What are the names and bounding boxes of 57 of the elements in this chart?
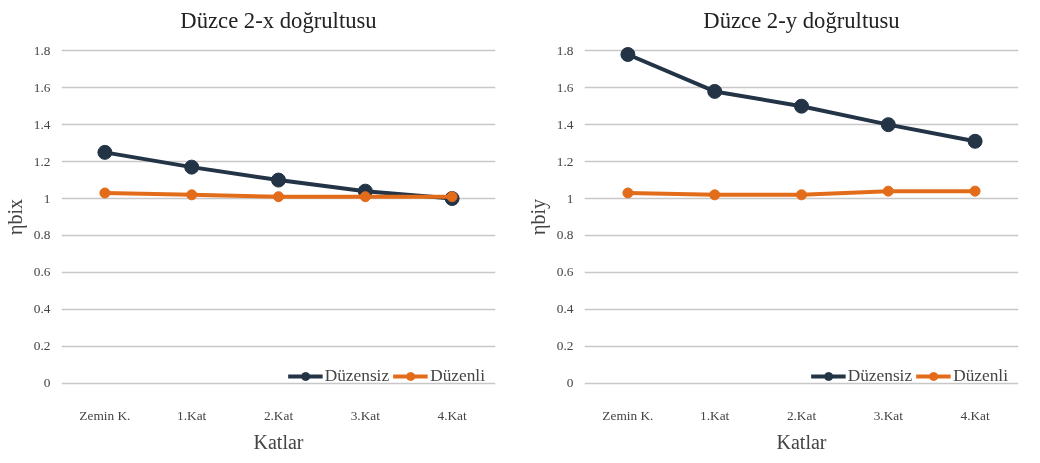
y-tick-label: 1.8 <box>33 42 51 58</box>
y-tick-label: 0 <box>566 375 574 391</box>
x-tick-label: 4.Kat <box>437 407 468 423</box>
y-tick-label: 0.6 <box>556 264 574 280</box>
x-tick-label: 4.Kat <box>960 407 991 423</box>
point <box>794 98 809 114</box>
point <box>271 172 286 188</box>
y-tick-label: 1.2 <box>556 153 574 169</box>
point <box>620 47 636 62</box>
point <box>622 187 634 199</box>
point <box>99 187 111 199</box>
legend-label: Düzensiz <box>847 366 913 386</box>
y-tick-label: 1 <box>43 190 51 206</box>
y-tick-label: 0.8 <box>33 227 51 243</box>
y-tick-label: 0.2 <box>33 338 51 354</box>
y-tick-label: 0.6 <box>33 264 51 280</box>
y-axis-title: ηbix <box>3 198 27 236</box>
x-tick-label: 3.Kat <box>350 407 381 423</box>
x-tick-label: Zemin K. <box>602 407 654 423</box>
point <box>969 185 981 197</box>
y-tick-label: 0.4 <box>556 301 574 317</box>
y-tick-label: 1.8 <box>556 42 574 58</box>
y-tick-label: 1.4 <box>33 116 51 132</box>
point <box>273 191 284 203</box>
point <box>967 133 983 149</box>
y-tick-label: 1.6 <box>556 79 574 95</box>
x-tick-label: 2.Kat <box>263 407 294 423</box>
legend-label: Düzenli <box>430 366 485 386</box>
x-axis-title: Katlar <box>776 430 827 453</box>
point <box>707 83 723 99</box>
y-axis-title: ηbiy <box>526 198 550 236</box>
chart-title: Düzce 2-x doğrultusu <box>180 7 377 33</box>
y-tick-label: 1.6 <box>33 79 51 95</box>
y-tick-label: 1.2 <box>33 153 51 169</box>
x-tick-label: 1.Kat <box>177 407 207 423</box>
y-tick-label: 0 <box>43 375 51 391</box>
y-tick-label: 0.2 <box>556 338 574 354</box>
point <box>97 144 113 160</box>
x-tick-label: Zemin K. <box>79 407 131 423</box>
point <box>359 191 371 203</box>
y-tick-label: 0.8 <box>556 227 574 243</box>
x-axis-title: Katlar <box>253 430 304 453</box>
point <box>796 189 807 201</box>
x-tick-label: 1.Kat <box>700 407 730 423</box>
point <box>186 189 198 201</box>
x-tick-label: 3.Kat <box>873 407 904 423</box>
y-tick-label: 1.4 <box>556 116 574 132</box>
legend-label: Düzensiz <box>324 366 390 386</box>
point <box>709 189 721 201</box>
point <box>882 185 894 197</box>
chart-title: Düzce 2-y doğrultusu <box>703 7 900 33</box>
point <box>880 117 896 133</box>
x-tick-label: 2.Kat <box>786 407 817 423</box>
legend-label: Düzenli <box>953 366 1008 386</box>
y-tick-label: 0.4 <box>33 301 51 317</box>
point <box>184 159 200 175</box>
y-tick-label: 1 <box>566 190 574 206</box>
